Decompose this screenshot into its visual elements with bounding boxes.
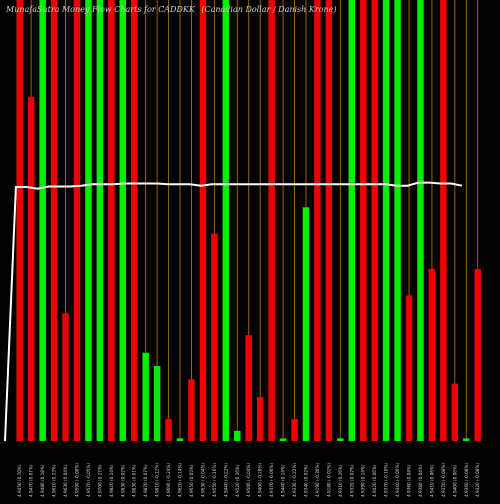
x-tick-label: 4.9830 (0.01%) [132, 464, 137, 497]
bar [85, 0, 92, 441]
bar [337, 438, 344, 441]
bar [428, 269, 436, 441]
x-tick-label: 4.9620 (-0.14%) [178, 463, 183, 497]
x-tick-label: 4.9310 (0.26%) [338, 464, 343, 497]
x-tick-label: 4.9400 (-0.20%) [258, 463, 263, 497]
bar [165, 418, 172, 441]
x-tick-label: 4.9650 (0.05%) [189, 464, 194, 497]
x-tick-labels: 4.9450 (0.70%) 4.9470 (0.07%) 4.9480 (0.18… [17, 463, 480, 497]
bar [62, 313, 69, 441]
bar [474, 269, 481, 441]
bar [96, 0, 104, 441]
x-tick-label: 4.9340 (-0.06%) [395, 463, 400, 497]
x-tick-label: 4.9480 (0.18%) [40, 464, 45, 497]
x-tick-label: 4.9420 (0.06%) [372, 464, 377, 497]
bar [234, 430, 241, 441]
chart-title: MunafaSutra Money Flow Charts for CADDKK… [6, 5, 340, 14]
bar [245, 335, 252, 441]
bar [451, 383, 459, 441]
x-tick-label: 4.9570 (-0.05%) [86, 463, 91, 497]
bar [405, 295, 413, 441]
bar [119, 0, 127, 441]
x-tick-label: 4.9440 (-0.22%) [223, 463, 228, 497]
bar [417, 0, 424, 441]
bar [16, 0, 23, 441]
x-tick-label: 4.9370 (-0.10%) [384, 463, 389, 497]
bar [394, 0, 401, 441]
x-tick-label: 4.9410 (0.06%) [429, 464, 434, 497]
bar [279, 438, 287, 441]
x-tick-label: 4.9810 (-0.12%) [155, 463, 160, 497]
x-tick-label: 4.9520 (0.16%) [235, 464, 240, 497]
x-tick-label: 4.9630 (-0.04%) [200, 463, 205, 497]
x-tick-label: 4.9690 (-0.24%) [166, 463, 171, 497]
x-tick-label: 4.9190 (-0.30%) [315, 463, 320, 497]
x-tick-label: 4.9340 (0.02%) [303, 464, 308, 497]
x-tick-label: 4.9450 (0.70%) [17, 464, 22, 497]
x-tick-label: 4.9370 (-0.08%) [441, 463, 446, 497]
x-tick-label: 4.9370 (-0.06%) [269, 463, 274, 497]
bar [256, 396, 264, 441]
bar [142, 352, 149, 441]
x-tick-label: 4.9470 (0.07%) [29, 464, 34, 497]
bar [371, 0, 378, 441]
x-tick-label: 4.9700 (0.27%) [97, 464, 102, 497]
x-tick-label: 4.9630 (0.04%) [63, 464, 68, 497]
x-tick-label: 4.9590 (-0.08%) [74, 463, 79, 497]
bar [463, 438, 470, 441]
bar [348, 0, 356, 441]
bar [222, 0, 230, 441]
bar [39, 0, 46, 441]
bar [302, 207, 310, 441]
x-tick-label: 4.9360 (0.04%) [407, 464, 412, 497]
x-tick-label: 4.9330 (-0.22%) [292, 463, 297, 497]
x-tick-label: 4.9830 (0.02%) [120, 464, 125, 497]
bar [130, 0, 138, 441]
x-tick-label: 4.9870 (0.07%) [143, 464, 148, 497]
chart-title-main: MunafaSutra Money Flow Charts for CADDKK [6, 5, 195, 14]
x-tick-label: 4.9390 (0.14%) [361, 464, 366, 497]
x-tick-label: 4.9550 (-0.16%) [212, 463, 217, 497]
bar [108, 0, 115, 441]
flow-line [4, 181, 463, 442]
x-tick-label: 4.9320 (-0.08%) [475, 463, 480, 497]
bar [73, 0, 81, 441]
x-tick-label: 4.9360 (-0.08%) [464, 463, 469, 497]
x-tick-label: 4.9320 (0.02%) [349, 464, 354, 497]
x-tick-label: 4.9820 (0.24%) [109, 464, 114, 497]
chart-title-sub: (Canadian Dollar / Danish Krone) [201, 5, 337, 14]
bar [199, 0, 207, 441]
flow-line-group [4, 181, 463, 442]
bar [382, 0, 390, 441]
bar [291, 418, 298, 441]
bar [153, 366, 161, 441]
x-tick-label: 4.9440 (0.14%) [281, 464, 286, 497]
bar [27, 97, 35, 442]
x-tick-label: 4.9180 (-0.02%) [326, 463, 331, 497]
bar [50, 0, 58, 441]
bar [359, 0, 367, 441]
bars [16, 0, 481, 442]
x-tick-label: 4.9400 (0.06%) [452, 464, 457, 497]
bar [211, 233, 218, 441]
x-tick-label: 4.9380 (0.04%) [418, 464, 423, 497]
bar [314, 0, 321, 441]
bar [188, 379, 195, 441]
x-tick-label: 4.9610 (0.33%) [52, 464, 57, 497]
bar [440, 0, 447, 441]
bar [176, 438, 184, 441]
bar [268, 0, 275, 441]
bar [325, 0, 333, 441]
x-tick-label: 4.9500 (-0.04%) [246, 463, 251, 497]
